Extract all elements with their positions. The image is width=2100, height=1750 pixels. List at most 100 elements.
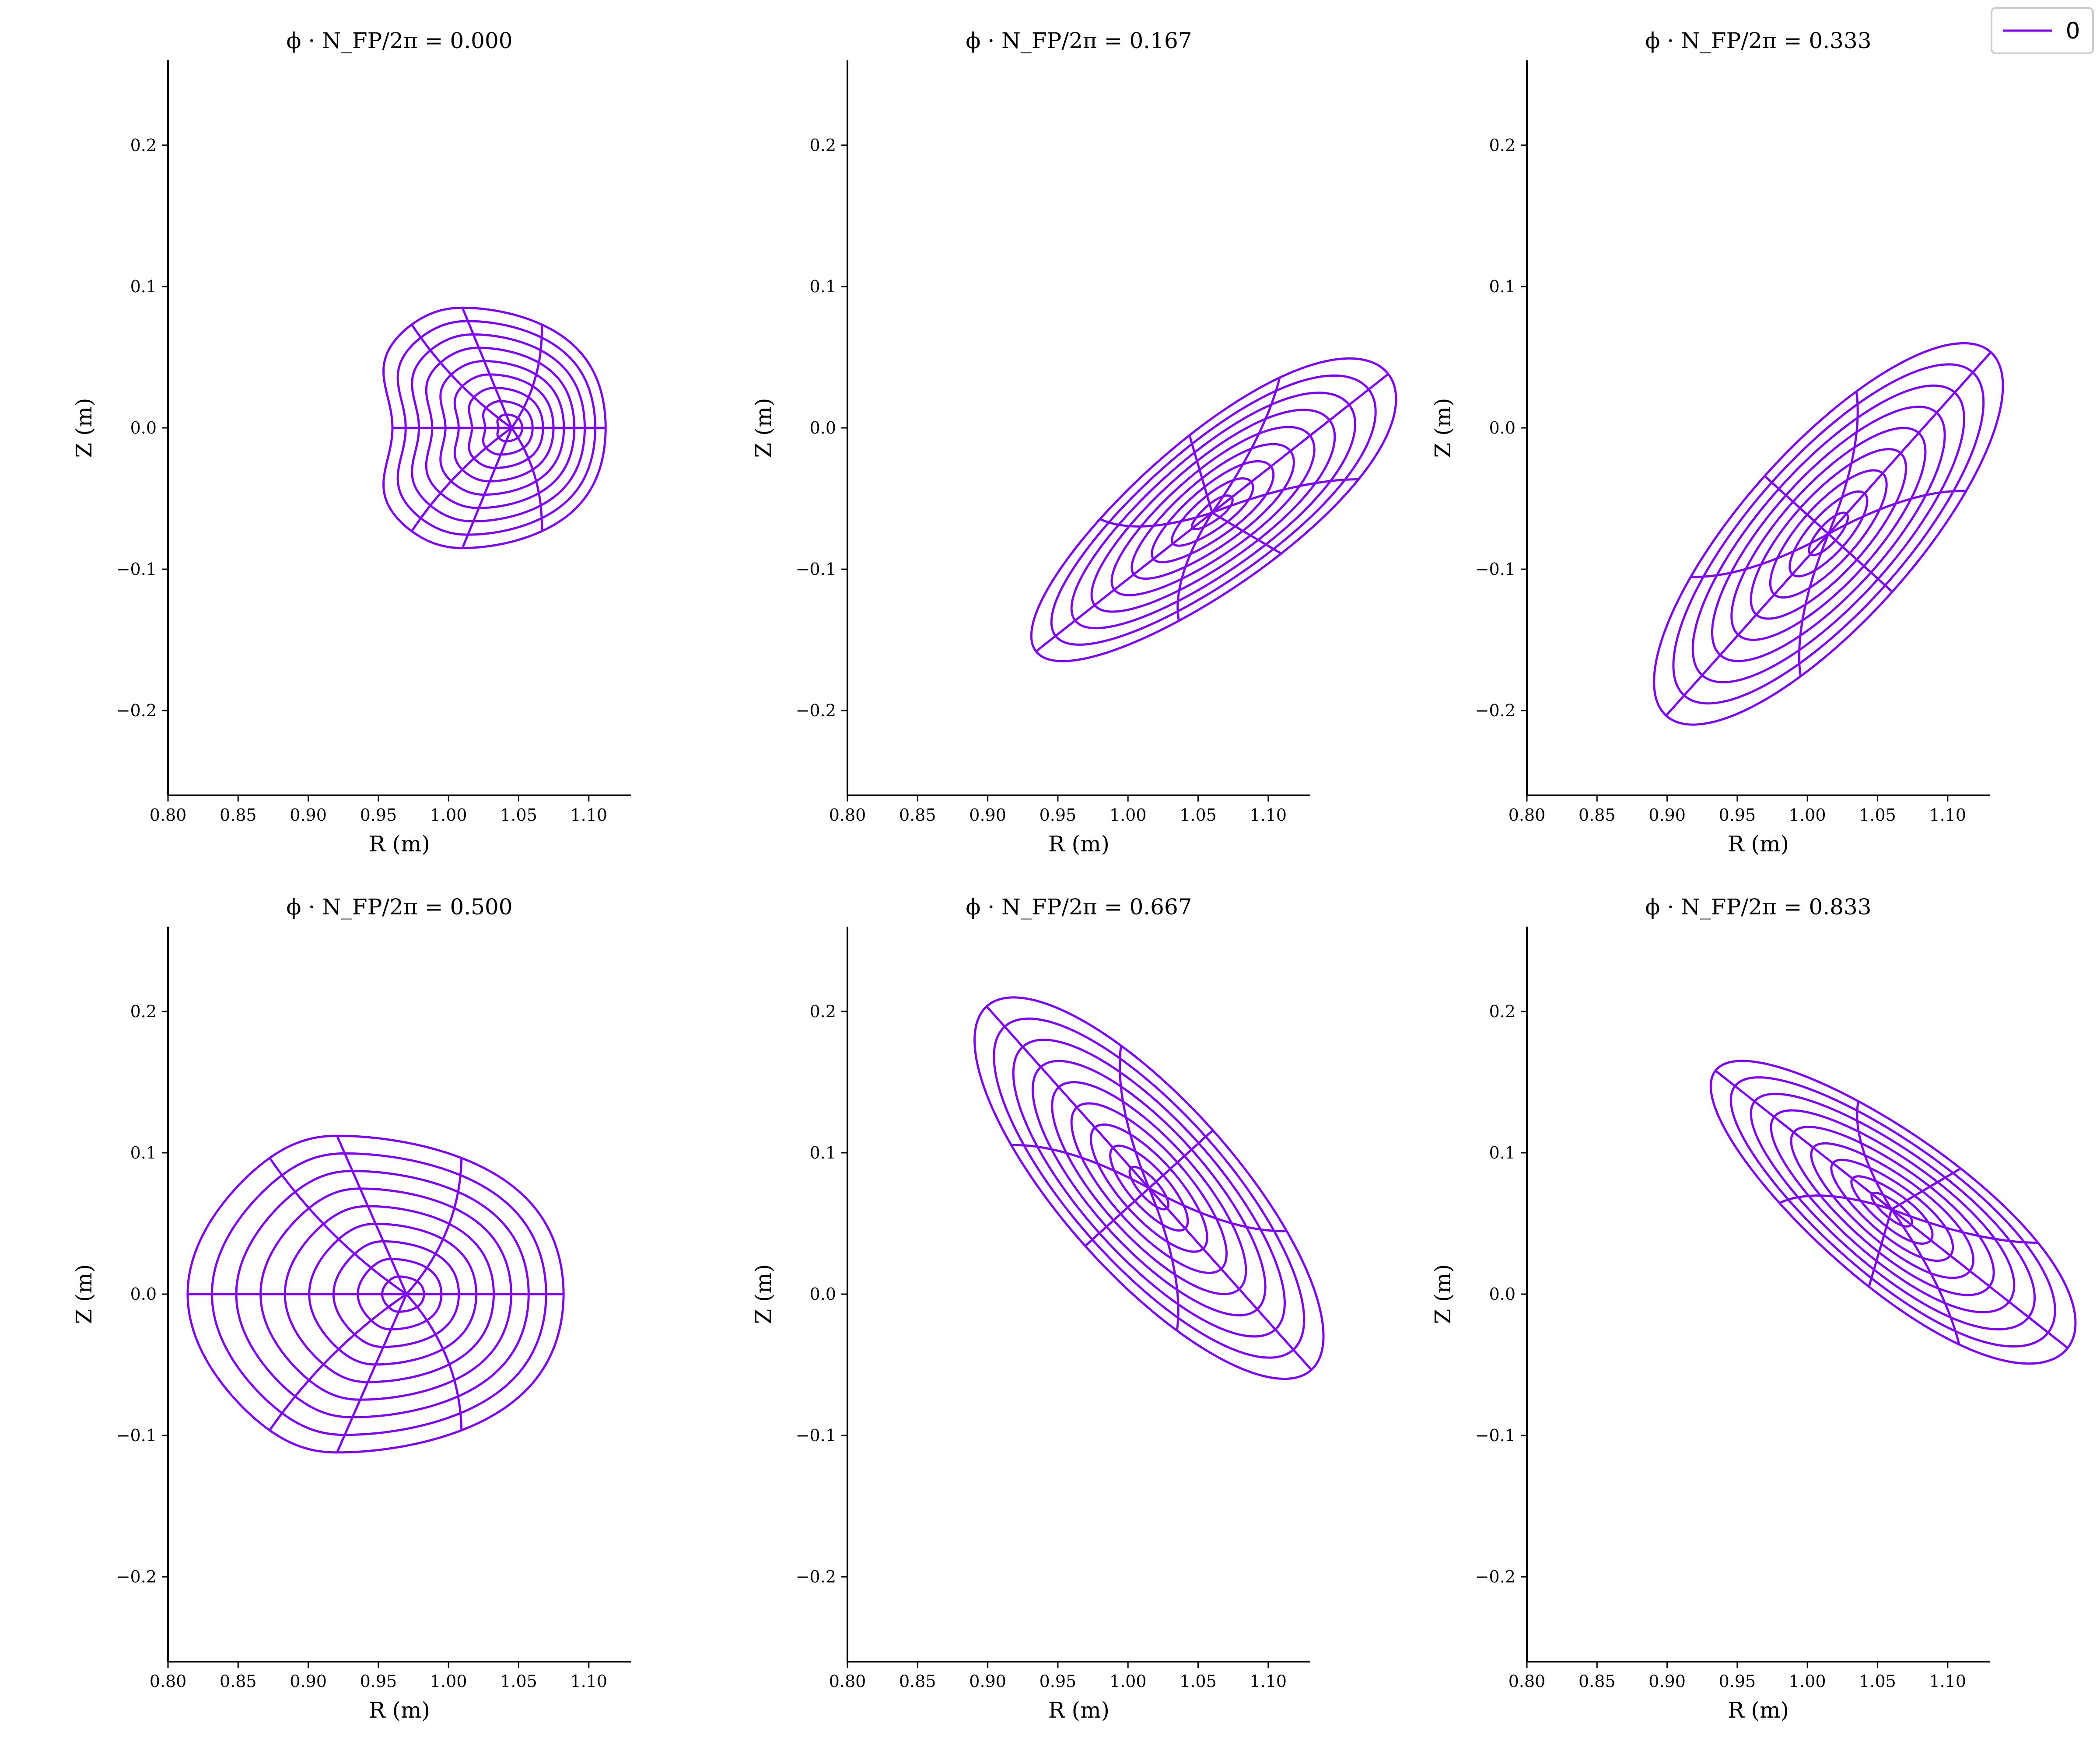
poloidal-line (1891, 1208, 2038, 1244)
panel-title: ϕ · N_FP/2π = 0.333 (1645, 28, 1871, 53)
poloidal-line (269, 1157, 407, 1295)
y-tick-label: 0.2 (810, 1002, 836, 1021)
y-tick-label: 0.0 (1489, 1284, 1516, 1304)
x-tick-label: 1.00 (1789, 1672, 1826, 1691)
poloidal-line (461, 427, 513, 549)
x-tick-label: 1.10 (1250, 805, 1287, 825)
poloidal-line (1099, 511, 1213, 528)
panel-4: ϕ · N_FP/2π = 0.667 0.80 0.85 0.90 0.95 1.00 1… (751, 894, 1325, 1723)
poloidal-line (1011, 1144, 1150, 1189)
poloidal-line (1827, 533, 1893, 593)
x-tick-label: 1.05 (1859, 1672, 1896, 1691)
y-tick-label: −0.2 (116, 701, 157, 720)
x-tick-label: 0.80 (150, 805, 187, 825)
x-tick-label: 0.85 (899, 805, 936, 825)
poloidal-line (1827, 351, 1992, 535)
y-axis-label: Z (m) (1430, 1264, 1456, 1324)
poloidal-line (1868, 1209, 1893, 1287)
poloidal-line (1084, 1187, 1150, 1247)
y-tick-label: −0.1 (116, 560, 157, 579)
x-tick-label: 0.80 (829, 1672, 866, 1691)
x-tick-label: 1.10 (1929, 1672, 1967, 1691)
flux-surfaces (1709, 1060, 2077, 1365)
poloidal-line (1148, 1187, 1287, 1232)
x-axis-label: R (m) (1048, 831, 1110, 857)
x-tick-label: 1.10 (570, 1672, 608, 1691)
x-tick-label: 0.90 (290, 805, 327, 825)
poloidal-line (1856, 1101, 1893, 1210)
y-tick-label: 0.2 (810, 136, 836, 155)
x-tick-label: 0.80 (150, 1672, 187, 1691)
x-tick-label: 0.80 (1508, 805, 1546, 825)
y-tick-label: 0.1 (130, 1143, 157, 1162)
y-tick-label: −0.1 (116, 1426, 157, 1445)
x-tick-label: 1.00 (1110, 805, 1147, 825)
x-tick-label: 0.95 (1040, 805, 1077, 825)
poloidal-line (1828, 490, 1967, 535)
x-tick-label: 0.90 (290, 1672, 327, 1691)
poloidal-line (1211, 511, 1282, 555)
y-tick-label: 0.0 (1489, 418, 1516, 438)
x-tick-label: 0.95 (1719, 1672, 1756, 1691)
poloidal-line (1890, 1208, 1960, 1345)
panel-title: ϕ · N_FP/2π = 0.500 (286, 894, 512, 920)
flux-surfaces (1030, 357, 1397, 662)
y-tick-label: 0.2 (1489, 136, 1516, 155)
panel-title: ϕ · N_FP/2π = 0.000 (286, 28, 512, 53)
flux-surfaces (186, 1134, 565, 1454)
x-tick-label: 0.85 (220, 805, 257, 825)
x-tick-label: 1.05 (500, 805, 537, 825)
poloidal-line (1891, 1167, 1961, 1211)
y-axis-label: Z (m) (1430, 398, 1456, 458)
x-tick-label: 1.05 (1859, 805, 1896, 825)
y-axis-label: Z (m) (751, 398, 776, 458)
panels: ϕ · N_FP/2π = 0.000 0.80 0.85 0.90 0.95 1.00 1… (71, 28, 2077, 1723)
poloidal-line (1665, 533, 1830, 717)
panel-title: ϕ · N_FP/2π = 0.833 (1645, 894, 1871, 920)
x-axis-label: R (m) (1728, 1698, 1789, 1723)
x-tick-label: 1.05 (1180, 805, 1217, 825)
flux-surfaces (382, 306, 607, 550)
x-tick-label: 0.85 (1578, 1672, 1616, 1691)
y-tick-label: 0.2 (1489, 1002, 1516, 1021)
poloidal-line (1211, 478, 1359, 514)
x-tick-label: 1.10 (1250, 1672, 1287, 1691)
legend: 0 (1991, 7, 2094, 54)
x-tick-label: 0.85 (1578, 805, 1616, 825)
y-tick-label: −0.2 (796, 701, 836, 720)
panel-1: ϕ · N_FP/2π = 0.167 0.80 0.85 0.90 0.95 1.00 1… (751, 28, 1397, 857)
poloidal-line (461, 307, 513, 428)
y-axis-label: Z (m) (71, 1264, 97, 1324)
x-tick-label: 0.90 (969, 805, 1006, 825)
poloidal-line (410, 427, 512, 532)
x-axis-label: R (m) (1048, 1698, 1110, 1723)
y-tick-label: 0.1 (810, 277, 836, 296)
x-tick-label: 1.10 (570, 805, 608, 825)
x-tick-label: 0.95 (360, 805, 397, 825)
x-tick-label: 0.95 (1040, 1672, 1077, 1691)
y-tick-label: 0.1 (1489, 277, 1516, 296)
y-tick-label: 0.1 (130, 277, 157, 296)
y-tick-label: 0.0 (130, 418, 157, 438)
panel-title: ϕ · N_FP/2π = 0.167 (966, 28, 1192, 53)
poloidal-line (1035, 511, 1213, 652)
poloidal-line (986, 1005, 1150, 1189)
x-tick-label: 1.05 (1180, 1672, 1217, 1691)
y-tick-label: 0.2 (130, 136, 157, 155)
poloidal-line (410, 324, 512, 429)
y-tick-label: −0.2 (1475, 1567, 1516, 1586)
y-tick-label: 0.0 (810, 418, 836, 438)
y-axis-label: Z (m) (751, 1264, 776, 1324)
poloidal-line (1715, 1070, 1893, 1211)
panel-0: ϕ · N_FP/2π = 0.000 0.80 0.85 0.90 0.95 1.00 1… (71, 28, 631, 857)
poloidal-line (1148, 1129, 1214, 1189)
x-tick-label: 0.85 (220, 1672, 257, 1691)
flux-surfaces (973, 996, 1325, 1380)
poloidal-line (336, 1135, 408, 1295)
x-tick-label: 0.95 (1719, 805, 1756, 825)
panel-title: ϕ · N_FP/2π = 0.667 (966, 894, 1192, 920)
x-tick-label: 1.10 (1929, 805, 1967, 825)
legend-label: 0 (2065, 18, 2080, 44)
